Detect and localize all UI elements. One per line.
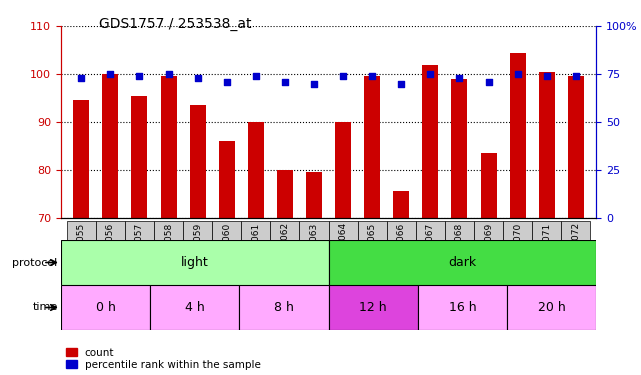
Bar (507, 285, 596, 330)
Bar (474, 221, 503, 242)
Bar (67, 221, 96, 242)
Text: 16 h: 16 h (449, 301, 476, 314)
Text: GSM77063: GSM77063 (310, 222, 319, 272)
Bar (212, 221, 241, 242)
Text: GSM77060: GSM77060 (222, 222, 231, 272)
Bar (481, 153, 497, 218)
Bar (532, 221, 562, 242)
Bar (393, 191, 409, 217)
Bar (125, 221, 154, 242)
Point (367, 73, 378, 79)
Text: 8 h: 8 h (274, 301, 294, 314)
Bar (358, 221, 387, 242)
Text: GSM77062: GSM77062 (280, 222, 289, 272)
Bar (416, 221, 445, 242)
Text: GDS1757 / 253538_at: GDS1757 / 253538_at (99, 17, 252, 31)
Text: GSM77059: GSM77059 (193, 222, 202, 272)
Text: GSM77056: GSM77056 (106, 222, 115, 272)
Bar (445, 221, 474, 242)
Bar (190, 105, 206, 218)
Bar (61, 285, 150, 330)
Text: light: light (181, 256, 208, 269)
Bar (503, 221, 532, 242)
Bar (183, 221, 212, 242)
Bar (73, 100, 89, 218)
Bar (538, 72, 554, 217)
Bar (219, 141, 235, 218)
Bar (387, 221, 416, 242)
Text: 20 h: 20 h (538, 301, 565, 314)
Point (483, 79, 494, 85)
Text: time: time (33, 303, 58, 312)
Text: GSM77067: GSM77067 (426, 222, 435, 272)
Point (105, 71, 115, 77)
Legend: count, percentile rank within the sample: count, percentile rank within the sample (66, 348, 261, 370)
Text: GSM77069: GSM77069 (484, 222, 493, 272)
Text: protocol: protocol (12, 258, 58, 267)
Text: GSM77071: GSM77071 (542, 222, 551, 272)
Text: 12 h: 12 h (360, 301, 387, 314)
Text: GSM77070: GSM77070 (513, 222, 522, 272)
Point (163, 71, 174, 77)
Text: dark: dark (448, 256, 476, 269)
Bar (154, 221, 183, 242)
Bar (328, 240, 596, 285)
Point (338, 73, 348, 79)
Bar (271, 221, 299, 242)
Bar (329, 221, 358, 242)
Bar (335, 122, 351, 218)
Point (396, 81, 406, 87)
Text: GSM77058: GSM77058 (164, 222, 173, 272)
Text: 0 h: 0 h (96, 301, 115, 314)
Bar (422, 64, 438, 218)
Text: GSM77065: GSM77065 (368, 222, 377, 272)
Text: GSM77072: GSM77072 (571, 222, 580, 272)
Bar (239, 285, 328, 330)
Point (135, 73, 145, 79)
Point (309, 81, 319, 87)
Bar (299, 221, 329, 242)
Point (192, 75, 203, 81)
Bar (328, 285, 418, 330)
Text: GSM77068: GSM77068 (455, 222, 464, 272)
Point (570, 73, 581, 79)
Bar (364, 76, 380, 218)
Bar (61, 240, 328, 285)
Bar (160, 76, 176, 218)
Point (512, 71, 522, 77)
Bar (103, 74, 119, 217)
Bar (510, 53, 526, 217)
Text: GSM77055: GSM77055 (77, 222, 86, 272)
Bar (248, 122, 264, 218)
Point (454, 75, 465, 81)
Bar (277, 170, 293, 217)
Bar (150, 285, 239, 330)
Point (279, 79, 290, 85)
Bar (418, 285, 507, 330)
Bar (306, 172, 322, 217)
Point (76, 75, 87, 81)
Text: GSM77061: GSM77061 (251, 222, 260, 272)
Point (542, 73, 552, 79)
Bar (562, 221, 590, 242)
Bar (241, 221, 271, 242)
Point (251, 73, 261, 79)
Text: GSM77057: GSM77057 (135, 222, 144, 272)
Text: GSM77064: GSM77064 (338, 222, 347, 272)
Text: GSM77066: GSM77066 (397, 222, 406, 272)
Point (425, 71, 435, 77)
Point (222, 79, 232, 85)
Bar (96, 221, 125, 242)
Bar (568, 76, 584, 218)
Bar (131, 96, 147, 218)
Bar (451, 79, 467, 218)
Text: 4 h: 4 h (185, 301, 204, 314)
